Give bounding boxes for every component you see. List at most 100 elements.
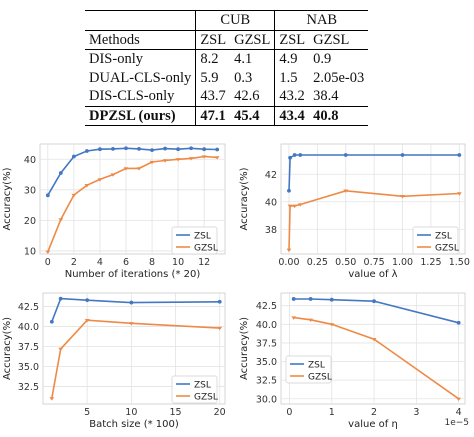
x-axis-label: value of λ [348,269,397,280]
plot-area [42,292,226,405]
data-point-zsl [189,146,194,151]
x-tick-label: 12 [198,257,210,268]
y-tick-label: 42 [265,170,277,181]
y-tick-label: 37.5 [256,338,277,349]
method-name: DIS-CLS-only [89,88,175,104]
y-tick-label: 35.0 [18,362,39,373]
legend-label-gzsl: GZSL [194,392,218,402]
y-tick-label: 32.5 [256,376,277,387]
chart-lambda: 38 40 42 0.00 0.25 0.50 0.75 1.00 1.25 1.50 value … [239,143,470,280]
column-header: GZSL [309,29,369,50]
data-point-zsl [45,193,50,198]
caption-fragment [0,0,474,8]
y-tick-label: 32.5 [18,382,39,393]
data-point-zsl [58,296,63,301]
method-name: DUAL-CLS-only [89,69,192,86]
x-axis-label: Batch size (* 100) [89,419,179,430]
x-tick-label: 0.00 [278,257,299,268]
y-axis-label: Accuracy(%) [2,167,13,230]
data-point-zsl [150,148,154,153]
x-axis-label: value of η [348,419,398,430]
table-row: DIS-only 8.2 4.1 4.9 0.9 [85,49,369,69]
x-tick-label: 10 [125,407,137,418]
data-point-zsl [343,153,348,157]
data-point-gzsl [343,189,349,193]
x-tick-label: 1 [329,407,335,418]
table-cell: 43.7 [195,87,231,106]
data-point-gzsl [136,167,142,171]
data-point-zsl [292,153,297,157]
data-point-zsl [176,147,180,152]
data-point-gzsl [162,159,168,163]
data-point-gzsl [214,156,220,160]
data-point-zsl [98,147,102,152]
table-cell: 2.05e-03 [313,69,365,86]
table-cell: 40.8 [309,105,369,126]
x-tick-label: 0.50 [335,257,356,268]
x-tick-label: 2 [71,257,77,268]
table-cell: 8.2 [195,49,231,69]
y-axis-label: Accuracy(%) [239,167,250,230]
x-tick-label: 10 [172,257,184,268]
data-point-gzsl [71,193,77,198]
y-tick-label: 40 [24,155,36,166]
legend-label-zsl: ZSL [435,231,452,241]
table-cell: 43.2 [274,87,310,106]
data-point-gzsl [128,322,134,326]
data-point-gzsl [45,250,51,255]
x-tick-label: 0.75 [364,257,385,268]
data-point-zsl [163,146,167,151]
table-cell: 38.4 [313,88,339,104]
data-point-gzsl [308,318,314,323]
legend-label-gzsl: GZSL [308,372,332,382]
table-cell: 42.6 [234,88,260,104]
data-point-gzsl [58,218,64,222]
data-point-gzsl [292,204,298,209]
x-tick-label: 4 [456,407,462,418]
y-tick-label: 38 [265,225,277,236]
table-cell: 45.4 [230,105,275,126]
series-line-gzsl [47,155,218,253]
x-tick-label: 2 [371,407,377,418]
data-point-gzsl [291,316,297,320]
data-point-zsl [215,147,220,152]
data-point-gzsl [287,204,293,209]
data-point-gzsl [371,337,377,342]
column-header: ZSL [195,29,231,50]
legend-label-gzsl: GZSL [194,243,218,253]
series-line-zsl [47,147,218,196]
y-tick-label: 40.0 [18,322,39,333]
x-tick-label: 0.25 [307,257,328,268]
data-point-zsl [329,297,334,302]
data-point-zsl [372,299,376,304]
group-header-row: CUB NAB [85,10,369,30]
y-tick-label: 42.5 [256,301,277,312]
data-point-gzsl [84,318,90,323]
table-row: DIS-CLS-only 43.7 42.6 43.2 38.4 [85,87,368,106]
data-point-zsl [58,171,63,175]
plot-area [280,292,466,405]
y-tick-label: 30 [24,185,36,196]
table-cell: 0.9 [309,49,369,69]
chart-batch-size: 32.5 35.0 37.5 40.0 42.5 5 10 15 20 Batch size (*… [2,292,226,430]
y-tick-label: 30.0 [256,394,277,405]
data-point-gzsl [329,323,335,327]
data-point-zsl [287,188,291,193]
table-cell: 5.9 [195,68,231,87]
data-point-zsl [137,146,141,151]
y-axis-label: Accuracy(%) [239,317,250,380]
table-cell: 1.5 [274,68,310,87]
data-point-gzsl [97,178,103,182]
group-header-cub: CUB [195,10,275,30]
x-tick-label: 15 [169,407,181,418]
data-point-gzsl [201,155,207,159]
column-header: GZSL [230,29,275,50]
table-row: DUAL-CLS-only 5.9 0.3 1.5 2.05e-03 [85,68,368,87]
table-cell: 4.1 [230,49,275,69]
y-tick-label: 35.0 [256,357,277,368]
data-point-gzsl [286,248,292,253]
group-header-nab: NAB [274,10,369,30]
x-tick-label: 1.50 [449,257,470,268]
legend-label-zsl: ZSL [194,231,211,241]
data-point-zsl [71,154,76,159]
